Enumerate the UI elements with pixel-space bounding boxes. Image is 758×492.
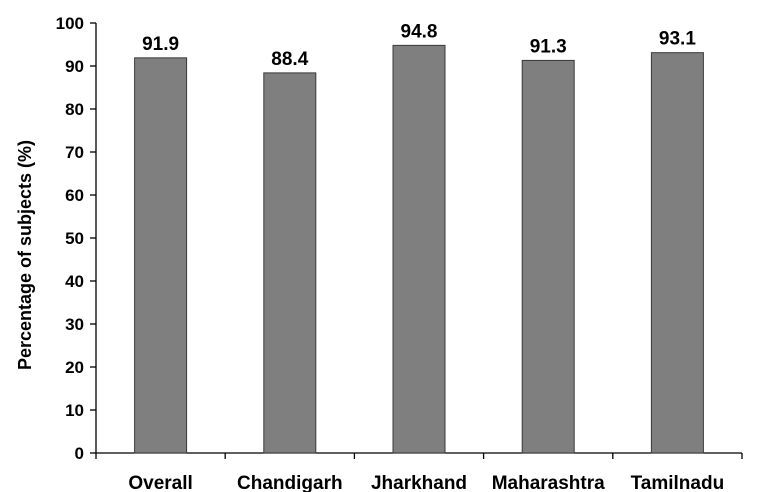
category-label-maharashtra: Maharashtra (492, 473, 605, 492)
data-label-overall: 91.9 (142, 34, 179, 55)
y-tick-label: 0 (75, 444, 84, 463)
category-label-tamilnadu: Tamilnadu (631, 473, 725, 492)
bar-jharkhand (392, 44, 446, 454)
data-label-maharashtra: 91.3 (530, 36, 567, 57)
y-axis-title: Percentage of subjects (%) (15, 140, 35, 370)
y-tick-label: 40 (65, 272, 84, 291)
bar-maharashtra (521, 59, 575, 454)
y-tick-label: 60 (65, 186, 84, 205)
y-tick-label: 80 (65, 100, 84, 119)
bar-chandigarh (263, 72, 317, 454)
data-labels: 91.9 88.4 94.8 91.3 93.1 (142, 21, 696, 70)
bars (134, 44, 704, 454)
data-label-jharkhand: 94.8 (401, 21, 438, 42)
axes: 0 10 20 30 40 50 60 70 80 90 100 Overall Chandigarh J… (56, 14, 743, 492)
y-tick-label: 20 (65, 358, 84, 377)
y-tick-label: 10 (65, 401, 84, 420)
y-tick-label: 30 (65, 315, 84, 334)
data-label-chandigarh: 88.4 (271, 49, 308, 70)
y-tick-label: 90 (65, 57, 84, 76)
y-tick-label: 50 (65, 229, 84, 248)
y-tick-label: 70 (65, 143, 84, 162)
category-label-jharkhand: Jharkhand (371, 473, 467, 492)
bar-tamilnadu (650, 52, 704, 454)
data-label-tamilnadu: 93.1 (659, 29, 696, 50)
y-tick-label: 100 (56, 14, 84, 33)
bar-overall (134, 57, 188, 454)
category-label-overall: Overall (128, 473, 192, 492)
category-label-chandigarh: Chandigarh (237, 473, 343, 492)
